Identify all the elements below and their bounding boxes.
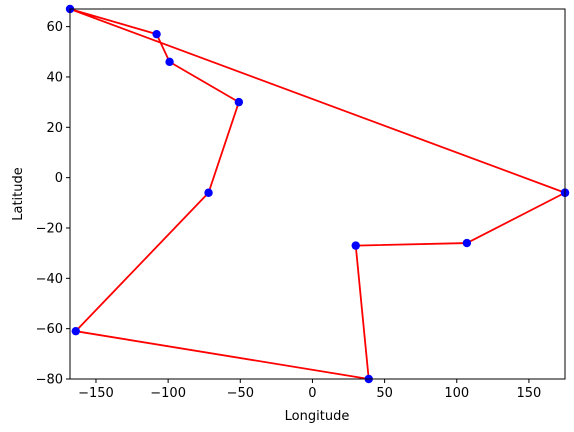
y-tick-label: 0 <box>55 171 63 186</box>
data-point <box>204 188 213 197</box>
x-tick-label: −150 <box>78 386 114 401</box>
x-tick-label: 0 <box>308 386 316 401</box>
axes-frame <box>69 8 566 380</box>
y-tick-label: 40 <box>46 70 63 85</box>
y-tick-label: 20 <box>46 121 63 136</box>
y-tick-label: 60 <box>46 20 63 35</box>
data-point <box>152 29 161 39</box>
route-line-0 <box>69 8 566 380</box>
data-point <box>71 326 80 336</box>
plot-area <box>65 4 570 384</box>
y-tick-label: −60 <box>36 322 63 337</box>
x-axis-label: Longitude <box>285 409 350 424</box>
y-axis-ticks: −80 −60 −40 −20 0 20 40 60 <box>36 20 70 388</box>
y-axis-label: Latitude <box>11 167 26 221</box>
y-tick-label: −80 <box>36 373 63 388</box>
data-point <box>234 97 244 107</box>
data-point <box>351 241 360 250</box>
y-tick-label: −40 <box>36 272 63 287</box>
x-tick-label: 50 <box>376 386 393 401</box>
x-tick-label: −50 <box>227 386 254 401</box>
x-tick-label: 150 <box>517 386 542 401</box>
y-tick-label: −20 <box>36 221 63 236</box>
x-tick-label: −100 <box>150 386 186 401</box>
x-tick-label: 100 <box>444 386 469 401</box>
x-axis-ticks: −150 −100 −50 0 50 100 150 <box>78 379 541 401</box>
data-point <box>165 57 174 67</box>
data-point <box>462 238 472 248</box>
